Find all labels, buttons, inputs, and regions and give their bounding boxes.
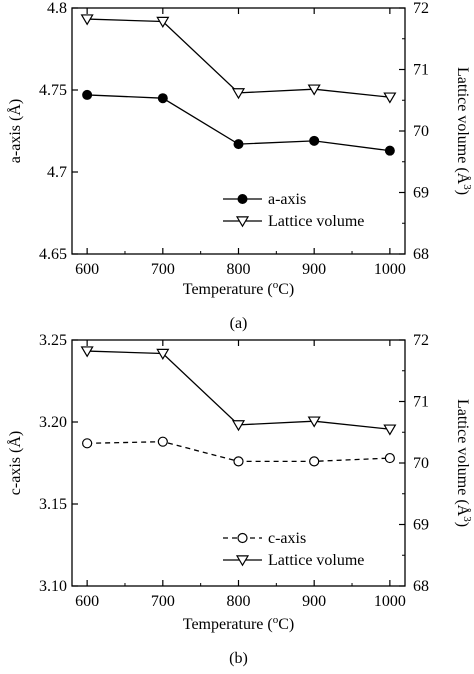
y-left-tick-label: 4.8 [47,0,67,17]
x-axis-label-end: C) [278,281,294,298]
series-axis [82,89,395,156]
data-point [307,416,321,428]
series-line [87,350,390,430]
y-left-axis-label: a-axis (Å) [6,99,24,163]
data-point [82,438,93,449]
data-point [383,424,397,436]
x-axis-label-sup: o [273,279,279,291]
y-right-tick-label: 69 [413,185,429,202]
legend-label: Lattice volume [268,552,364,569]
legend-marker [237,194,248,204]
x-tick-label: 600 [75,593,99,610]
data-point [82,89,93,100]
y-right-axis-label-end: ) [454,522,471,527]
data-point [156,16,170,28]
series-axis [82,436,395,467]
y-right-tick-label: 71 [413,62,429,79]
legend-marker [237,532,248,544]
data-point [156,348,170,360]
y-right-tick-label: 68 [413,578,429,595]
series-line [87,18,390,98]
y-right-tick-label: 72 [413,332,429,349]
y-right-tick-label: 72 [413,0,429,17]
legend: c-axis Lattice volume [223,530,364,569]
data-point [383,92,397,104]
y-right-tick-label: 71 [413,394,429,411]
y-right-tick-label: 68 [413,246,429,263]
legend-label: Lattice volume [268,213,364,230]
y-right-axis-label-end: ) [454,190,471,195]
x-tick-label: 900 [302,593,326,610]
y-right-axis-label-text: Lattice volume (Å [454,399,472,517]
data-point [80,346,94,358]
chart-panel-a: 600 700 800 900 1000 4.65 4.7 4.75 4.8 68 69 70 71 72… [6,0,473,332]
y-right-axis-label-sup: 3 [461,184,473,190]
data-point [80,14,94,26]
panel-caption: (a) [230,315,248,332]
x-axis-label-text: Temperature ( [183,281,273,298]
x-tick-label: 700 [151,261,175,278]
x-axis-label-text: Temperature ( [183,616,273,633]
x-tick-label: 800 [227,261,251,278]
y-right-tick-label: 69 [413,517,429,534]
x-tick-label: 1000 [374,261,406,278]
data-point [231,420,246,432]
y-left-axis-label: c-axis (Å) [6,431,24,495]
legend: a-axis Lattice volume [223,191,364,230]
data-point [231,88,246,100]
data-point [309,456,320,467]
legend-label: c-axis [268,530,306,547]
data-point [384,452,395,464]
data-point [157,436,168,447]
y-left-tick-label: 4.65 [39,246,67,263]
data-point [384,145,395,156]
x-axis-label: Temperature (oC) [183,279,294,298]
y-left-tick-label: 3.15 [39,496,67,513]
series-lattice-volume [80,14,397,104]
panel-caption: (b) [229,650,248,667]
x-axis-label-sup: o [273,614,279,626]
data-point [307,84,321,96]
series-lattice-volume [80,346,397,436]
x-tick-label: 800 [227,593,251,610]
x-tick-label: 600 [75,261,99,278]
y-right-axis-label-sup: 3 [461,516,473,522]
data-point [157,93,168,104]
x-tick-label: 900 [302,261,326,278]
data-point [309,135,320,146]
y-right-tick-label: 70 [413,455,429,472]
y-right-axis-label-text: Lattice volume (Å [454,67,472,185]
y-right-tick-label: 70 [413,123,429,140]
x-tick-label: 700 [151,593,175,610]
y-left-tick-label: 3.10 [39,578,67,595]
data-point [233,456,244,467]
chart-panel-b: 600 700 800 900 1000 3.10 3.15 3.20 3.25 68 69 70 71… [6,332,473,667]
data-point [233,139,244,150]
legend-label: a-axis [268,191,306,208]
y-left-tick-label: 4.7 [47,164,67,181]
x-axis-label-end: C) [278,616,294,633]
legend-marker [235,555,250,567]
y-left-tick-label: 4.75 [39,82,67,99]
x-axis-label: Temperature (oC) [183,614,294,633]
y-left-tick-label: 3.25 [39,332,67,349]
x-tick-label: 1000 [374,593,406,610]
legend-marker [235,216,250,228]
y-right-axis-label: Lattice volume (Å3) [454,67,473,195]
y-left-tick-label: 3.20 [39,414,67,431]
y-right-axis-label: Lattice volume (Å3) [454,399,473,527]
